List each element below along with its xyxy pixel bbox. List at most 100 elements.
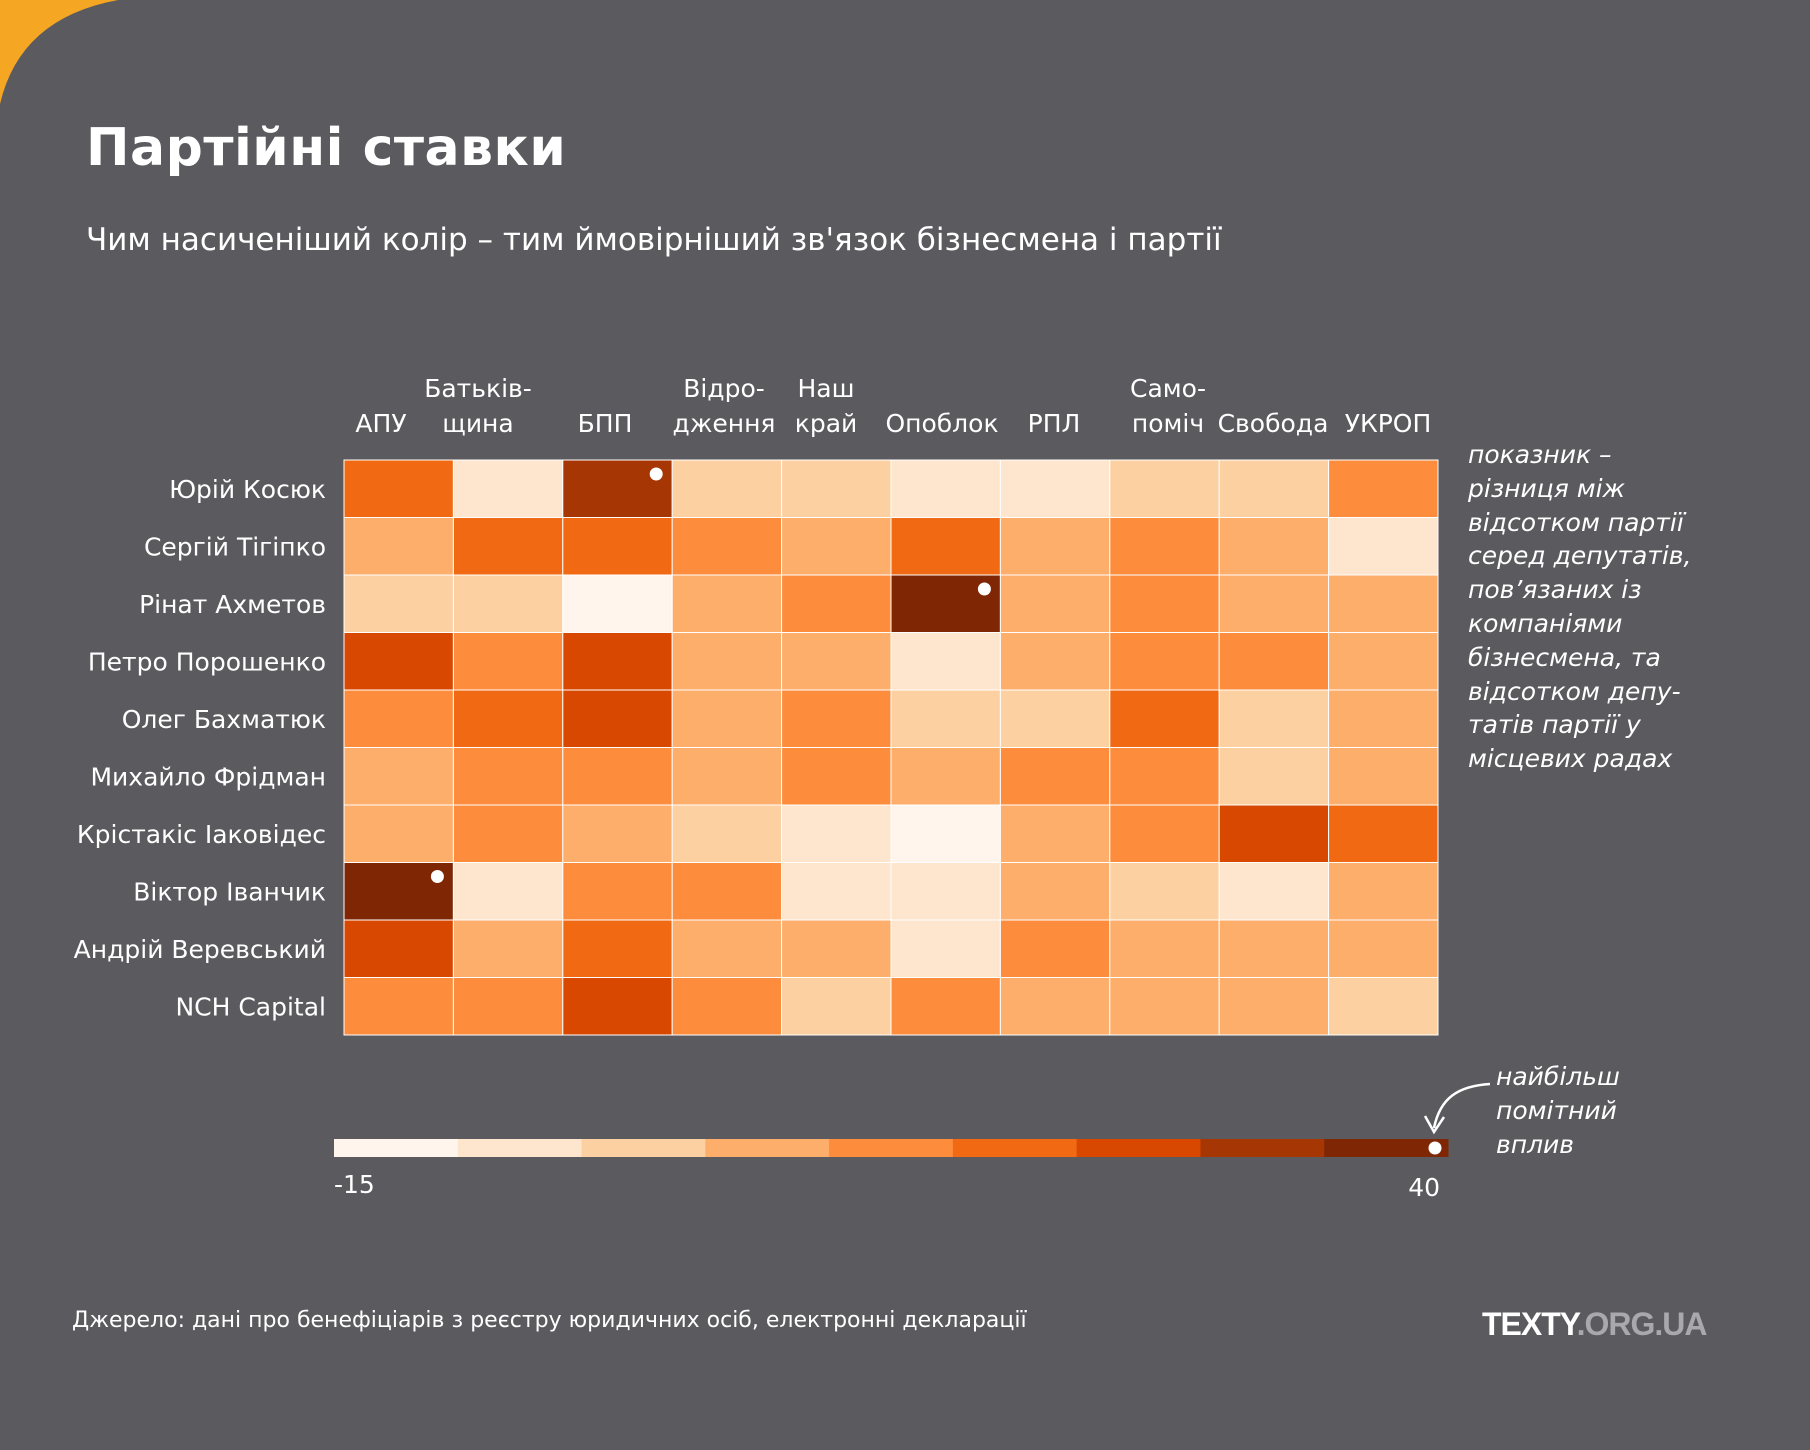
heatmap-cell: [452, 574, 564, 633]
heatmap-cell: [562, 517, 673, 576]
heatmap-cell: [1218, 689, 1330, 748]
source-note: Джерело: дані про бенефіціарів з реєстру…: [72, 1308, 1027, 1333]
heatmap-cell: [343, 574, 454, 633]
heatmap-cell: [452, 919, 564, 978]
heatmap-cell: [1109, 459, 1220, 518]
chart-title: Партійні ставки: [86, 118, 567, 178]
row-label: Віктор Іванчик: [133, 877, 326, 906]
heatmap-cell: [1218, 574, 1330, 633]
row-label: Сергій Тігіпко: [144, 532, 326, 561]
heatmap-cell: [1328, 919, 1439, 978]
heatmap-cell: [1328, 689, 1439, 748]
row-labels: Юрій Косюк Сергій Тігіпко Рінат Ахметов Пет…: [74, 475, 326, 1022]
row-label: Юрій Косюк: [169, 475, 326, 504]
heatmap-cell: [999, 517, 1111, 576]
column-labels: АПУ Батьків-щина БПП Відро-дження Наш край Опо…: [355, 374, 1431, 438]
heatmap-cell: [671, 977, 783, 1036]
heatmap-cell: [562, 574, 673, 633]
row-label: Олег Бахматюк: [122, 705, 326, 734]
heatmap-cell: [890, 689, 1001, 748]
legend-min-label: -15: [334, 1170, 375, 1199]
row-label: Крістакіс Іаковідес: [77, 820, 326, 849]
heatmap-cell: [890, 632, 1001, 691]
heatmap-cell: [999, 919, 1111, 978]
column-label: Опоблок: [885, 409, 998, 438]
legend-swatch: [952, 1139, 1078, 1157]
heatmap-cell: [999, 574, 1111, 633]
heatmap-chart: АПУ Батьків-щина БПП Відро-дження Наш край Опо…: [74, 374, 1491, 1202]
heatmap-cell: [671, 804, 783, 863]
heatmap-cell: [452, 977, 564, 1036]
heatmap-cell: [890, 459, 1001, 518]
legend-swatch: [1324, 1139, 1449, 1157]
heatmap-cell: [1328, 632, 1439, 691]
heatmap-cell: [890, 919, 1001, 978]
legend-swatch: [334, 1139, 459, 1157]
heatmap-cell: [1109, 632, 1220, 691]
heatmap-cell: [781, 804, 892, 863]
heatmap-cell: [890, 862, 1001, 921]
heatmap-cell: [343, 459, 454, 518]
highlight-dot: [430, 870, 444, 883]
corner-accent: [0, 0, 118, 104]
heatmap-cell: [562, 804, 673, 863]
column-label: БПП: [578, 409, 633, 438]
heatmap-cell: [562, 747, 673, 806]
heatmap-cell: [890, 977, 1001, 1036]
heatmap-cell: [1218, 747, 1330, 806]
heatmap-cell: [1328, 747, 1439, 806]
peak-note: найбільш помітний вплив: [1496, 1062, 1620, 1159]
heatmap-cell: [1328, 804, 1439, 863]
highlight-dot: [977, 582, 991, 596]
heatmap-cell: [452, 632, 564, 691]
heatmap-cell: [562, 862, 673, 921]
heatmap-cell: [781, 747, 892, 806]
heatmap-cell: [562, 919, 673, 978]
column-label: Батьків-щина: [424, 374, 532, 438]
heatmap-cell: [781, 977, 892, 1036]
heatmap-cell: [1328, 459, 1439, 518]
heatmap-cell: [999, 459, 1111, 518]
heatmap-cell: [781, 459, 892, 518]
heatmap-cell: [671, 459, 783, 518]
heatmap-cell: [1218, 862, 1330, 921]
heatmap-cell: [671, 689, 783, 748]
heatmap-cell: [781, 632, 892, 691]
legend-max-label: 40: [1408, 1173, 1440, 1202]
heatmap-cell: [562, 977, 673, 1036]
legend-peak-dot: [1428, 1141, 1442, 1155]
heatmap-cell: [781, 517, 892, 576]
heatmap-cell: [999, 862, 1111, 921]
legend-swatch: [1076, 1139, 1201, 1157]
heatmap-cell: [1218, 517, 1330, 576]
heatmap-cell: [343, 517, 454, 576]
heatmap-cell: [343, 977, 454, 1036]
legend-swatch: [1200, 1139, 1325, 1157]
legend-swatch: [829, 1139, 954, 1157]
heatmap-cell: [890, 517, 1001, 576]
arrow-head-icon: [1423, 1115, 1446, 1135]
heatmap-cell: [1109, 517, 1220, 576]
heatmap-cell: [1109, 977, 1220, 1036]
heatmap-cell: [343, 919, 454, 978]
heatmap-cell: [452, 804, 564, 863]
column-label: Само-поміч: [1130, 374, 1206, 438]
heatmap-cell: [671, 574, 783, 633]
heatmap-cell: [1218, 919, 1330, 978]
row-label: Михайло Фрідман: [90, 762, 326, 791]
heatmap-cell: [999, 747, 1111, 806]
heatmap-cell: [999, 689, 1111, 748]
heatmap-cell: [1218, 977, 1330, 1036]
heatmap-cell: [671, 862, 783, 921]
heatmap-cell: [999, 977, 1111, 1036]
heatmap-cell: [1109, 804, 1220, 863]
heatmap-cell: [781, 689, 892, 748]
heatmap-cell: [562, 632, 673, 691]
row-label: Петро Порошенко: [88, 647, 326, 676]
metric-note: показник – різниця між відсотком партії …: [1468, 440, 1692, 774]
heatmap-cell: [671, 517, 783, 576]
heatmap-cells: [343, 459, 1439, 1036]
heatmap-cell: [1328, 517, 1439, 576]
legend-swatch: [581, 1139, 706, 1157]
legend-swatch: [705, 1139, 830, 1157]
